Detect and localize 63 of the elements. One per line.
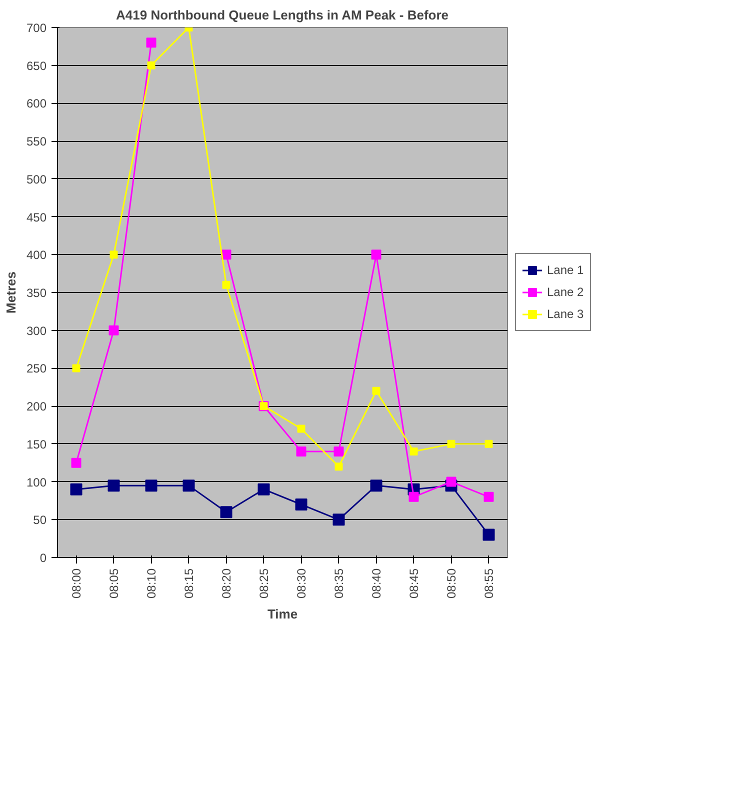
- y-tick-label: 150: [26, 437, 47, 452]
- point: [110, 250, 118, 259]
- y-tick-label: 550: [26, 134, 47, 149]
- point: [370, 480, 382, 492]
- point: [220, 506, 232, 518]
- x-tick-label: 08:25: [256, 568, 271, 599]
- x-tick-label: 08:05: [106, 568, 121, 599]
- chart-title: A419 Northbound Queue Lengths in AM Peak - Before: [116, 8, 449, 22]
- point: [221, 250, 232, 260]
- point: [295, 498, 308, 510]
- point: [71, 458, 82, 468]
- point: [147, 61, 156, 70]
- point: [70, 483, 82, 496]
- point: [146, 38, 156, 48]
- x-tick-label: 08:10: [144, 568, 158, 599]
- y-tick-label: 700: [26, 21, 47, 35]
- point: [484, 492, 494, 502]
- point: [410, 448, 418, 456]
- point: [371, 250, 382, 260]
- x-tick-label: 08:50: [444, 568, 458, 599]
- point: [108, 325, 119, 336]
- legend-label: Lane 1: [547, 263, 584, 277]
- y-tick-label: 450: [26, 210, 47, 224]
- y-axis-title: Metres: [3, 272, 18, 314]
- point: [182, 480, 195, 492]
- point: [372, 386, 380, 395]
- point: [222, 280, 230, 289]
- y-tick-label: 600: [26, 96, 47, 111]
- point: [482, 528, 495, 541]
- point: [484, 440, 493, 448]
- point: [296, 446, 306, 456]
- x-tick-label: 08:00: [69, 568, 84, 599]
- y-tick-label: 350: [26, 286, 47, 300]
- y-tick-label: 200: [26, 400, 47, 414]
- x-tick-label: 08:30: [294, 568, 308, 599]
- point: [334, 446, 344, 456]
- x-tick-label: 08:45: [406, 568, 421, 599]
- point: [334, 462, 343, 471]
- y-tick-label: 650: [26, 58, 47, 73]
- point: [297, 424, 306, 433]
- x-tick-label: 08:55: [482, 568, 496, 599]
- y-tick-label: 0: [40, 551, 47, 565]
- y-tick-label: 400: [26, 248, 47, 262]
- point: [332, 514, 345, 526]
- point: [72, 364, 80, 372]
- point: [408, 492, 419, 502]
- point: [258, 483, 270, 496]
- point: [108, 480, 120, 492]
- x-tick-label: 08:40: [369, 568, 384, 599]
- x-tick-label: 08:15: [182, 568, 196, 599]
- point: [446, 476, 456, 487]
- y-tick-label: 500: [26, 172, 47, 186]
- y-tick-label: 50: [33, 513, 47, 528]
- legend-label: Lane 2: [547, 285, 584, 299]
- y-tick-label: 300: [26, 324, 47, 338]
- point: [145, 480, 158, 492]
- x-axis-title: Time: [267, 606, 298, 622]
- x-tick-label: 08:35: [332, 568, 346, 599]
- legend-label: Lane 3: [547, 307, 584, 321]
- x-tick-label: 08:20: [219, 568, 234, 599]
- point: [447, 440, 456, 448]
- y-tick-label: 100: [26, 475, 47, 490]
- y-tick-label: 250: [26, 362, 47, 376]
